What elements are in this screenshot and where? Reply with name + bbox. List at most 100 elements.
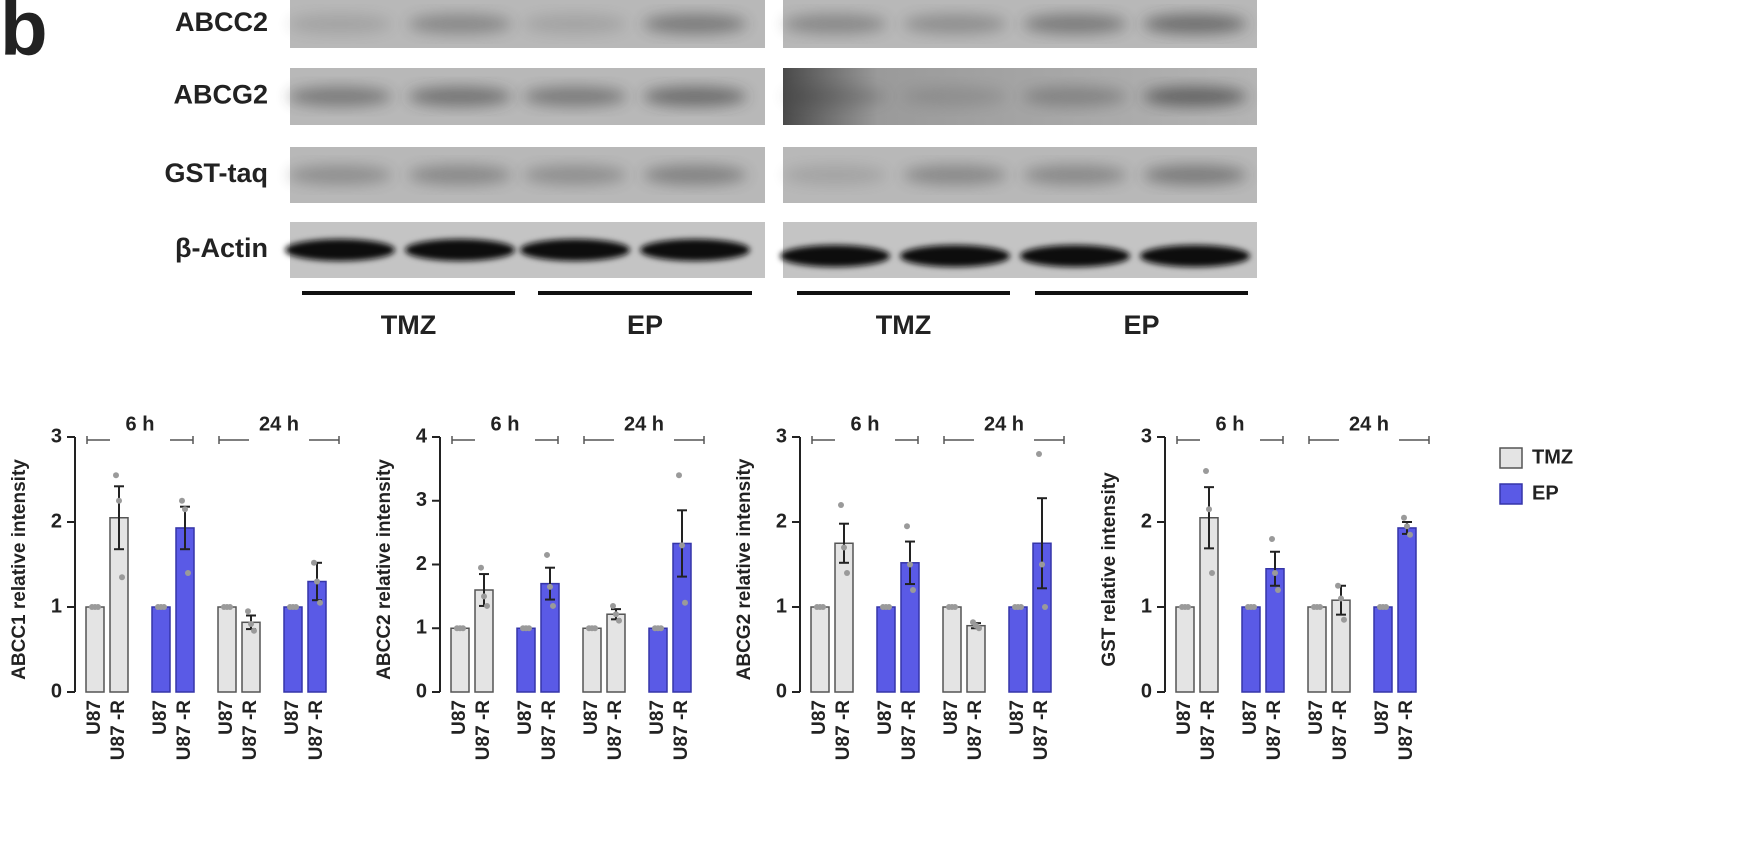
bar [1265, 568, 1285, 693]
data-point [245, 608, 251, 615]
data-point [1209, 570, 1215, 576]
legend-label: EP [1532, 482, 1559, 504]
data-point [1272, 570, 1278, 576]
blot-row-label: β-Actin [175, 233, 268, 263]
group-label-bg [249, 427, 309, 449]
group-label-bg [110, 427, 170, 449]
x-tick-label: U87 [1372, 700, 1393, 735]
blot-band [1023, 165, 1127, 185]
y-tick-label: 1 [416, 617, 427, 639]
bar [241, 621, 261, 693]
x-tick-label: U87 -R [1396, 700, 1417, 760]
data-point [113, 472, 119, 479]
data-point [592, 625, 598, 632]
blot-band [408, 86, 512, 107]
blot-group-label: TMZ [876, 310, 931, 340]
data-point [317, 599, 323, 606]
data-point [182, 506, 188, 513]
bar [942, 606, 962, 693]
group-label: 24 h [259, 413, 299, 435]
x-tick-label: U87 [84, 700, 105, 735]
x-tick-label: U87 [809, 700, 830, 735]
x-tick-label: U87 -R [306, 700, 327, 760]
x-tick-label: U87 -R [174, 700, 195, 760]
y-axis-label: ABCC1 relative intensity [9, 459, 30, 680]
data-point [119, 574, 125, 581]
data-point [820, 604, 826, 610]
data-point [550, 602, 556, 609]
group-label: 6 h [491, 413, 520, 435]
data-point [1401, 514, 1407, 521]
blot-band [640, 239, 750, 261]
bar [1307, 606, 1327, 693]
x-tick-label: U87 [150, 700, 171, 735]
blot-band [903, 14, 1007, 34]
data-point [314, 578, 320, 585]
y-tick-label: 3 [416, 489, 427, 511]
bar [810, 606, 830, 693]
blot-band [783, 86, 887, 107]
blot-band [900, 245, 1010, 267]
blot-band [288, 165, 392, 185]
data-point [1404, 523, 1410, 530]
data-point [1317, 604, 1323, 610]
y-tick-label: 1 [51, 595, 62, 617]
data-point [293, 604, 299, 610]
data-point [526, 625, 532, 632]
blot-band [643, 14, 747, 34]
x-tick-label: U87 -R [1031, 700, 1052, 760]
legend-label: TMZ [1532, 446, 1573, 468]
data-point [910, 587, 916, 593]
x-tick-label: U87 -R [1330, 700, 1351, 760]
blot-row-label: ABCG2 [173, 80, 268, 110]
x-tick-label: U87 [1007, 700, 1028, 735]
blot-group-label: EP [627, 310, 663, 340]
blot-band [520, 239, 630, 261]
blot-band [903, 86, 1007, 107]
blot-group-label: EP [1123, 310, 1159, 340]
x-tick-label: U87 -R [240, 700, 261, 760]
data-point [116, 497, 122, 504]
y-tick-label: 2 [416, 553, 427, 575]
blot-band [1023, 14, 1127, 34]
bar [85, 606, 105, 693]
data-point [1251, 604, 1257, 610]
blot-band [1140, 245, 1250, 267]
data-point [838, 502, 844, 508]
x-tick-label: U87 [875, 700, 896, 735]
bar [966, 624, 986, 693]
x-tick-label: U87 -R [671, 700, 692, 760]
blot-band [405, 239, 515, 261]
bar [1175, 606, 1195, 693]
blot-band [1143, 14, 1247, 34]
x-tick-label: U87 -R [473, 700, 494, 760]
y-tick-label: 3 [1141, 425, 1152, 447]
y-tick-label: 3 [51, 425, 62, 447]
bar [450, 627, 470, 693]
data-point [1036, 451, 1042, 457]
blot-band [643, 165, 747, 185]
data-point [547, 583, 553, 590]
legend-swatch [1499, 483, 1523, 505]
bar [1373, 606, 1393, 693]
blot-band [288, 14, 392, 34]
group-label-bg [974, 427, 1034, 449]
group-label: 24 h [1349, 413, 1389, 435]
data-point [886, 604, 892, 610]
y-axis-label: GST relative intensity [1099, 472, 1120, 667]
blot-group-label: TMZ [381, 310, 436, 340]
x-tick-label: U87 -R [965, 700, 986, 760]
bar [283, 606, 303, 693]
data-point [1185, 604, 1191, 610]
data-point [227, 604, 233, 610]
group-label: 6 h [1216, 413, 1245, 435]
data-point [1275, 587, 1281, 593]
data-point [95, 604, 101, 610]
data-point [841, 544, 847, 551]
x-tick-label: U87 [1306, 700, 1327, 735]
x-tick-label: U87 [515, 700, 536, 735]
data-point [844, 570, 850, 576]
bar [648, 627, 668, 693]
blot-band [1143, 165, 1247, 185]
